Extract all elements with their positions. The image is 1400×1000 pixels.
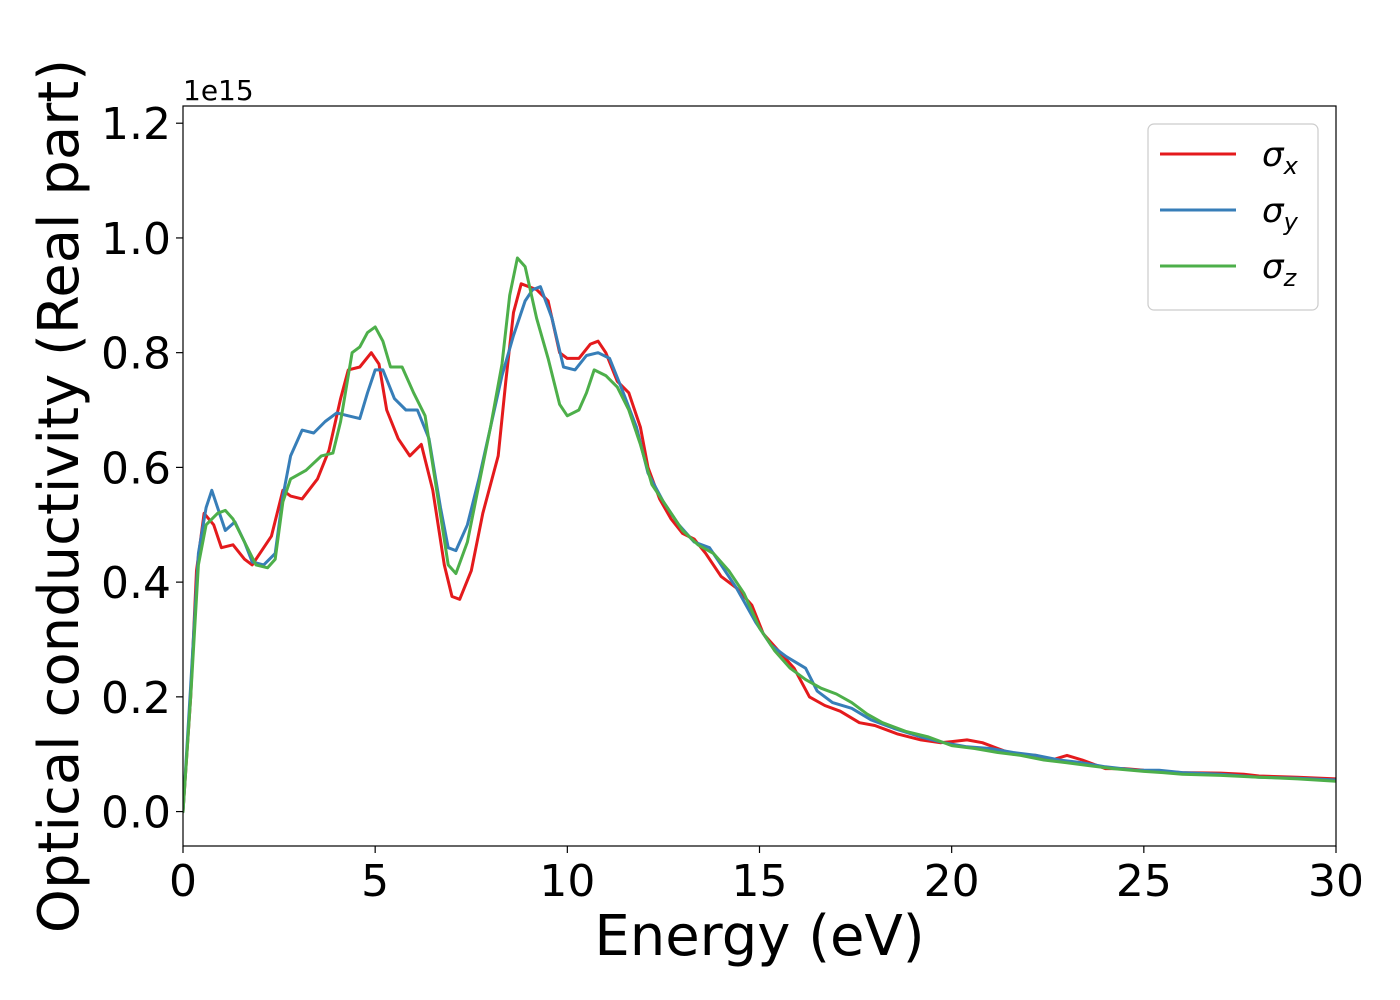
legend-symbol: σ xyxy=(1262,191,1285,231)
x-tick-label: 25 xyxy=(1116,856,1172,907)
x-axis-label: Energy (eV) xyxy=(594,904,924,969)
y-tick-label: 0.6 xyxy=(101,443,171,494)
legend-label-z: σz xyxy=(1262,247,1298,292)
x-axis-ticks: 0 5 10 15 20 25 30 xyxy=(169,846,1364,907)
y-tick-label: 1.2 xyxy=(101,99,171,150)
y-tick-label: 0.8 xyxy=(101,329,171,380)
legend-label-y: σy xyxy=(1262,191,1299,236)
y-axis-label: Optical conductivity (Real part) xyxy=(27,59,92,933)
x-tick-label: 30 xyxy=(1308,856,1364,907)
x-tick-label: 5 xyxy=(361,856,389,907)
legend-symbol: σ xyxy=(1262,247,1285,287)
legend-symbol: σ xyxy=(1262,135,1285,175)
x-tick-label: 15 xyxy=(732,856,788,907)
legend-subscript: x xyxy=(1283,152,1299,180)
y-tick-label: 0.4 xyxy=(101,558,171,609)
x-tick-label: 20 xyxy=(924,856,980,907)
series-line-z xyxy=(183,256,1336,814)
legend-subscript: z xyxy=(1283,264,1298,292)
y-tick-label: 1.0 xyxy=(101,214,171,265)
series-lines xyxy=(183,256,1336,814)
legend-box xyxy=(1147,123,1319,311)
y-tick-label: 0.2 xyxy=(101,673,171,724)
y-axis-offset-label: 1e15 xyxy=(183,74,254,107)
y-tick-label: 0.0 xyxy=(101,788,171,839)
legend-label-x: σx xyxy=(1262,135,1299,180)
x-tick-label: 0 xyxy=(169,856,197,907)
x-tick-label: 10 xyxy=(539,856,595,907)
legend-subscript: y xyxy=(1283,208,1299,236)
y-axis-ticks: 0.0 0.2 0.4 0.6 0.8 1.0 1.2 xyxy=(101,99,183,839)
